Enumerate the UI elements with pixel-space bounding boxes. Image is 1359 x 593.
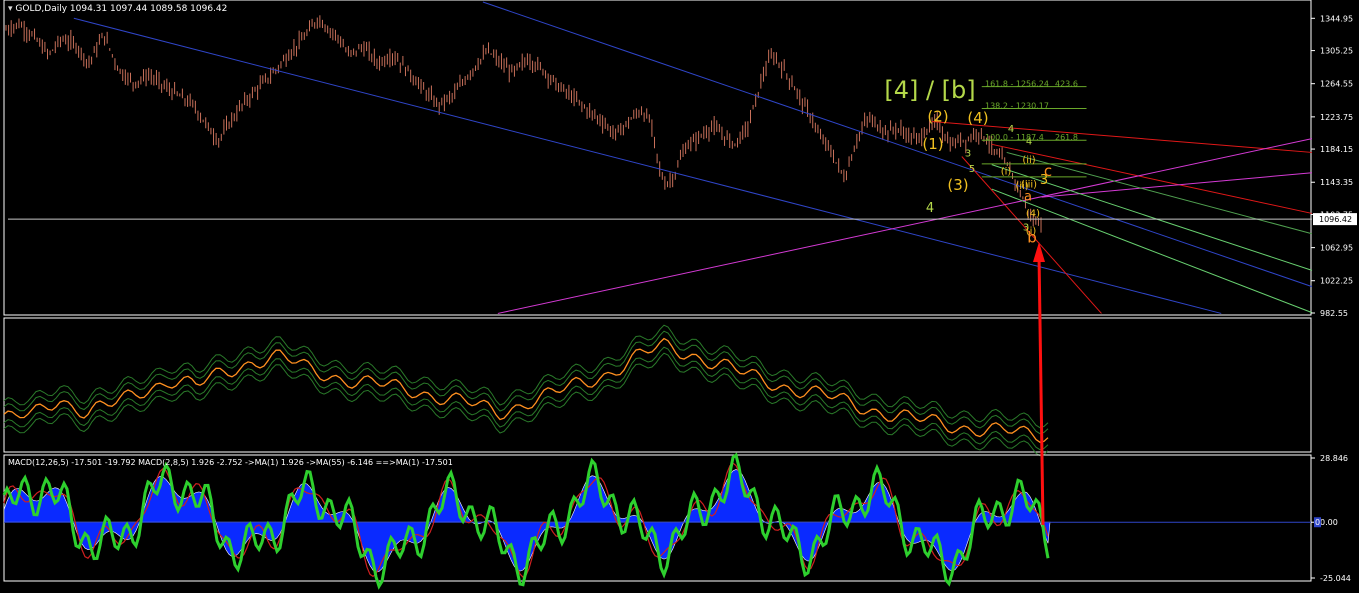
y-tick-label: 1264.55 — [1320, 80, 1353, 89]
y-tick-label: 1184.15 — [1320, 145, 1353, 154]
fib-label: 261.8 — [1055, 133, 1078, 142]
wave-label: a — [1024, 189, 1032, 204]
fib-label: 161.8 - 1256.24 — [985, 80, 1049, 89]
envelope-mid — [3, 337, 1049, 444]
trendline — [497, 138, 1313, 314]
envelope-band — [3, 346, 1049, 451]
macd-pane: 28.846 0.00 -25.044 0 — [2, 452, 1351, 590]
trendline — [991, 143, 1313, 214]
wave-label: 3 — [965, 149, 971, 160]
trendline — [961, 156, 1102, 314]
wave-label: (3) — [947, 176, 968, 194]
current-price-label: 1096.42 — [1319, 215, 1352, 224]
wave-label: 3 — [1040, 173, 1048, 188]
wave-label: (ii) — [1022, 155, 1035, 166]
wave-label: (2) — [927, 108, 948, 126]
wave-label: [4] / [b] — [884, 76, 975, 104]
macd-zero-tag: 0 — [1315, 518, 1320, 527]
fib-label: 138.2 - 1230.17 — [985, 102, 1049, 111]
macd-title: MACD(12,26,5) -17.501 -19.792 MACD(2,8,5… — [8, 458, 453, 467]
price-candles — [5, 15, 1042, 233]
wave-label: (i) — [1026, 226, 1037, 237]
envelope-pane — [3, 317, 1312, 457]
fib-label: 423.6 — [1055, 80, 1078, 89]
wave-label: 4 — [926, 201, 934, 216]
red-arrow — [1033, 242, 1045, 526]
trendline — [931, 121, 1313, 153]
envelope-band — [3, 324, 1049, 429]
macd-axis: 28.846 0.00 -25.044 0 — [1311, 454, 1351, 583]
trendline — [1041, 172, 1313, 198]
ohlc-readout: 1094.31 1097.44 1089.58 1096.42 — [69, 4, 228, 14]
macd-green-line — [2, 452, 1050, 590]
price-pane: [4] / [b](2) (4)(1)(3)43543cab43(ii)(i)(i… — [3, 0, 1357, 318]
macd-tick-label: -25.044 — [1320, 574, 1351, 583]
envelope-indicator — [3, 324, 1049, 457]
y-tick-label: 1305.25 — [1320, 47, 1353, 56]
wave-label: (1) — [922, 135, 943, 153]
fib-labels: 161.8 - 1256.24 423.6 138.2 - 1230.17 100.0… — [985, 80, 1078, 143]
arrow-shaft — [1037, 254, 1045, 526]
y-tick-label: 1062.95 — [1320, 244, 1353, 253]
chart-header: ▾ GOLD,Daily 1094.31 1097.44 1089.58 109… — [8, 4, 227, 14]
trendline — [1006, 151, 1313, 235]
trendline — [991, 164, 1313, 271]
trendline — [73, 17, 1222, 314]
wave-label: 4 — [1026, 136, 1032, 147]
arrow-head — [1033, 242, 1045, 262]
wave-label: (4) — [967, 109, 988, 127]
price-trendlines — [7, 1, 1313, 314]
y-tick-label: 1344.95 — [1320, 14, 1353, 23]
wave-label: c — [1044, 162, 1052, 180]
trendline — [482, 1, 1313, 288]
wave-label: (i) — [1001, 166, 1012, 177]
macd-indicator — [2, 452, 1311, 590]
wave-labels: [4] / [b](2) (4)(1)(3)43543cab43(ii)(i)(i… — [884, 76, 1052, 247]
current-price-box — [1313, 213, 1357, 226]
wave-label: b — [1027, 229, 1037, 247]
y-tick-label: 1022.25 — [1320, 277, 1353, 286]
y-tick-label: 1143.35 — [1320, 178, 1353, 187]
wave-label: (iii) — [1021, 179, 1037, 190]
macd-zero-tag-box — [1314, 517, 1321, 528]
wave-label: 5 — [969, 164, 975, 175]
y-tick-label: 982.55 — [1320, 309, 1348, 318]
dropdown-icon[interactable]: ▾ — [8, 4, 13, 14]
macd-tick-label: 28.846 — [1320, 454, 1348, 463]
trendline — [991, 188, 1313, 314]
macd-header: MACD(12,26,5) -17.501 -19.792 MACD(2,8,5… — [8, 458, 453, 467]
wave-label: 3 — [1023, 223, 1029, 234]
envelope-band — [3, 330, 1049, 435]
y-tick-label: 1223.75 — [1320, 113, 1353, 122]
price-axis: 1344.95 1305.25 1264.55 1223.75 1184.15 1143.… — [1311, 14, 1357, 318]
envelope-band — [3, 352, 1049, 457]
macd-tick-label: 0.00 — [1320, 518, 1338, 527]
symbol-label: GOLD,Daily — [15, 4, 68, 14]
wave-label: 4 — [1008, 124, 1014, 135]
wave-label: (ii) — [1015, 181, 1028, 192]
fib-label: 100.0 - 1187.4 — [985, 133, 1044, 142]
wave-label: (4) — [1026, 209, 1040, 220]
